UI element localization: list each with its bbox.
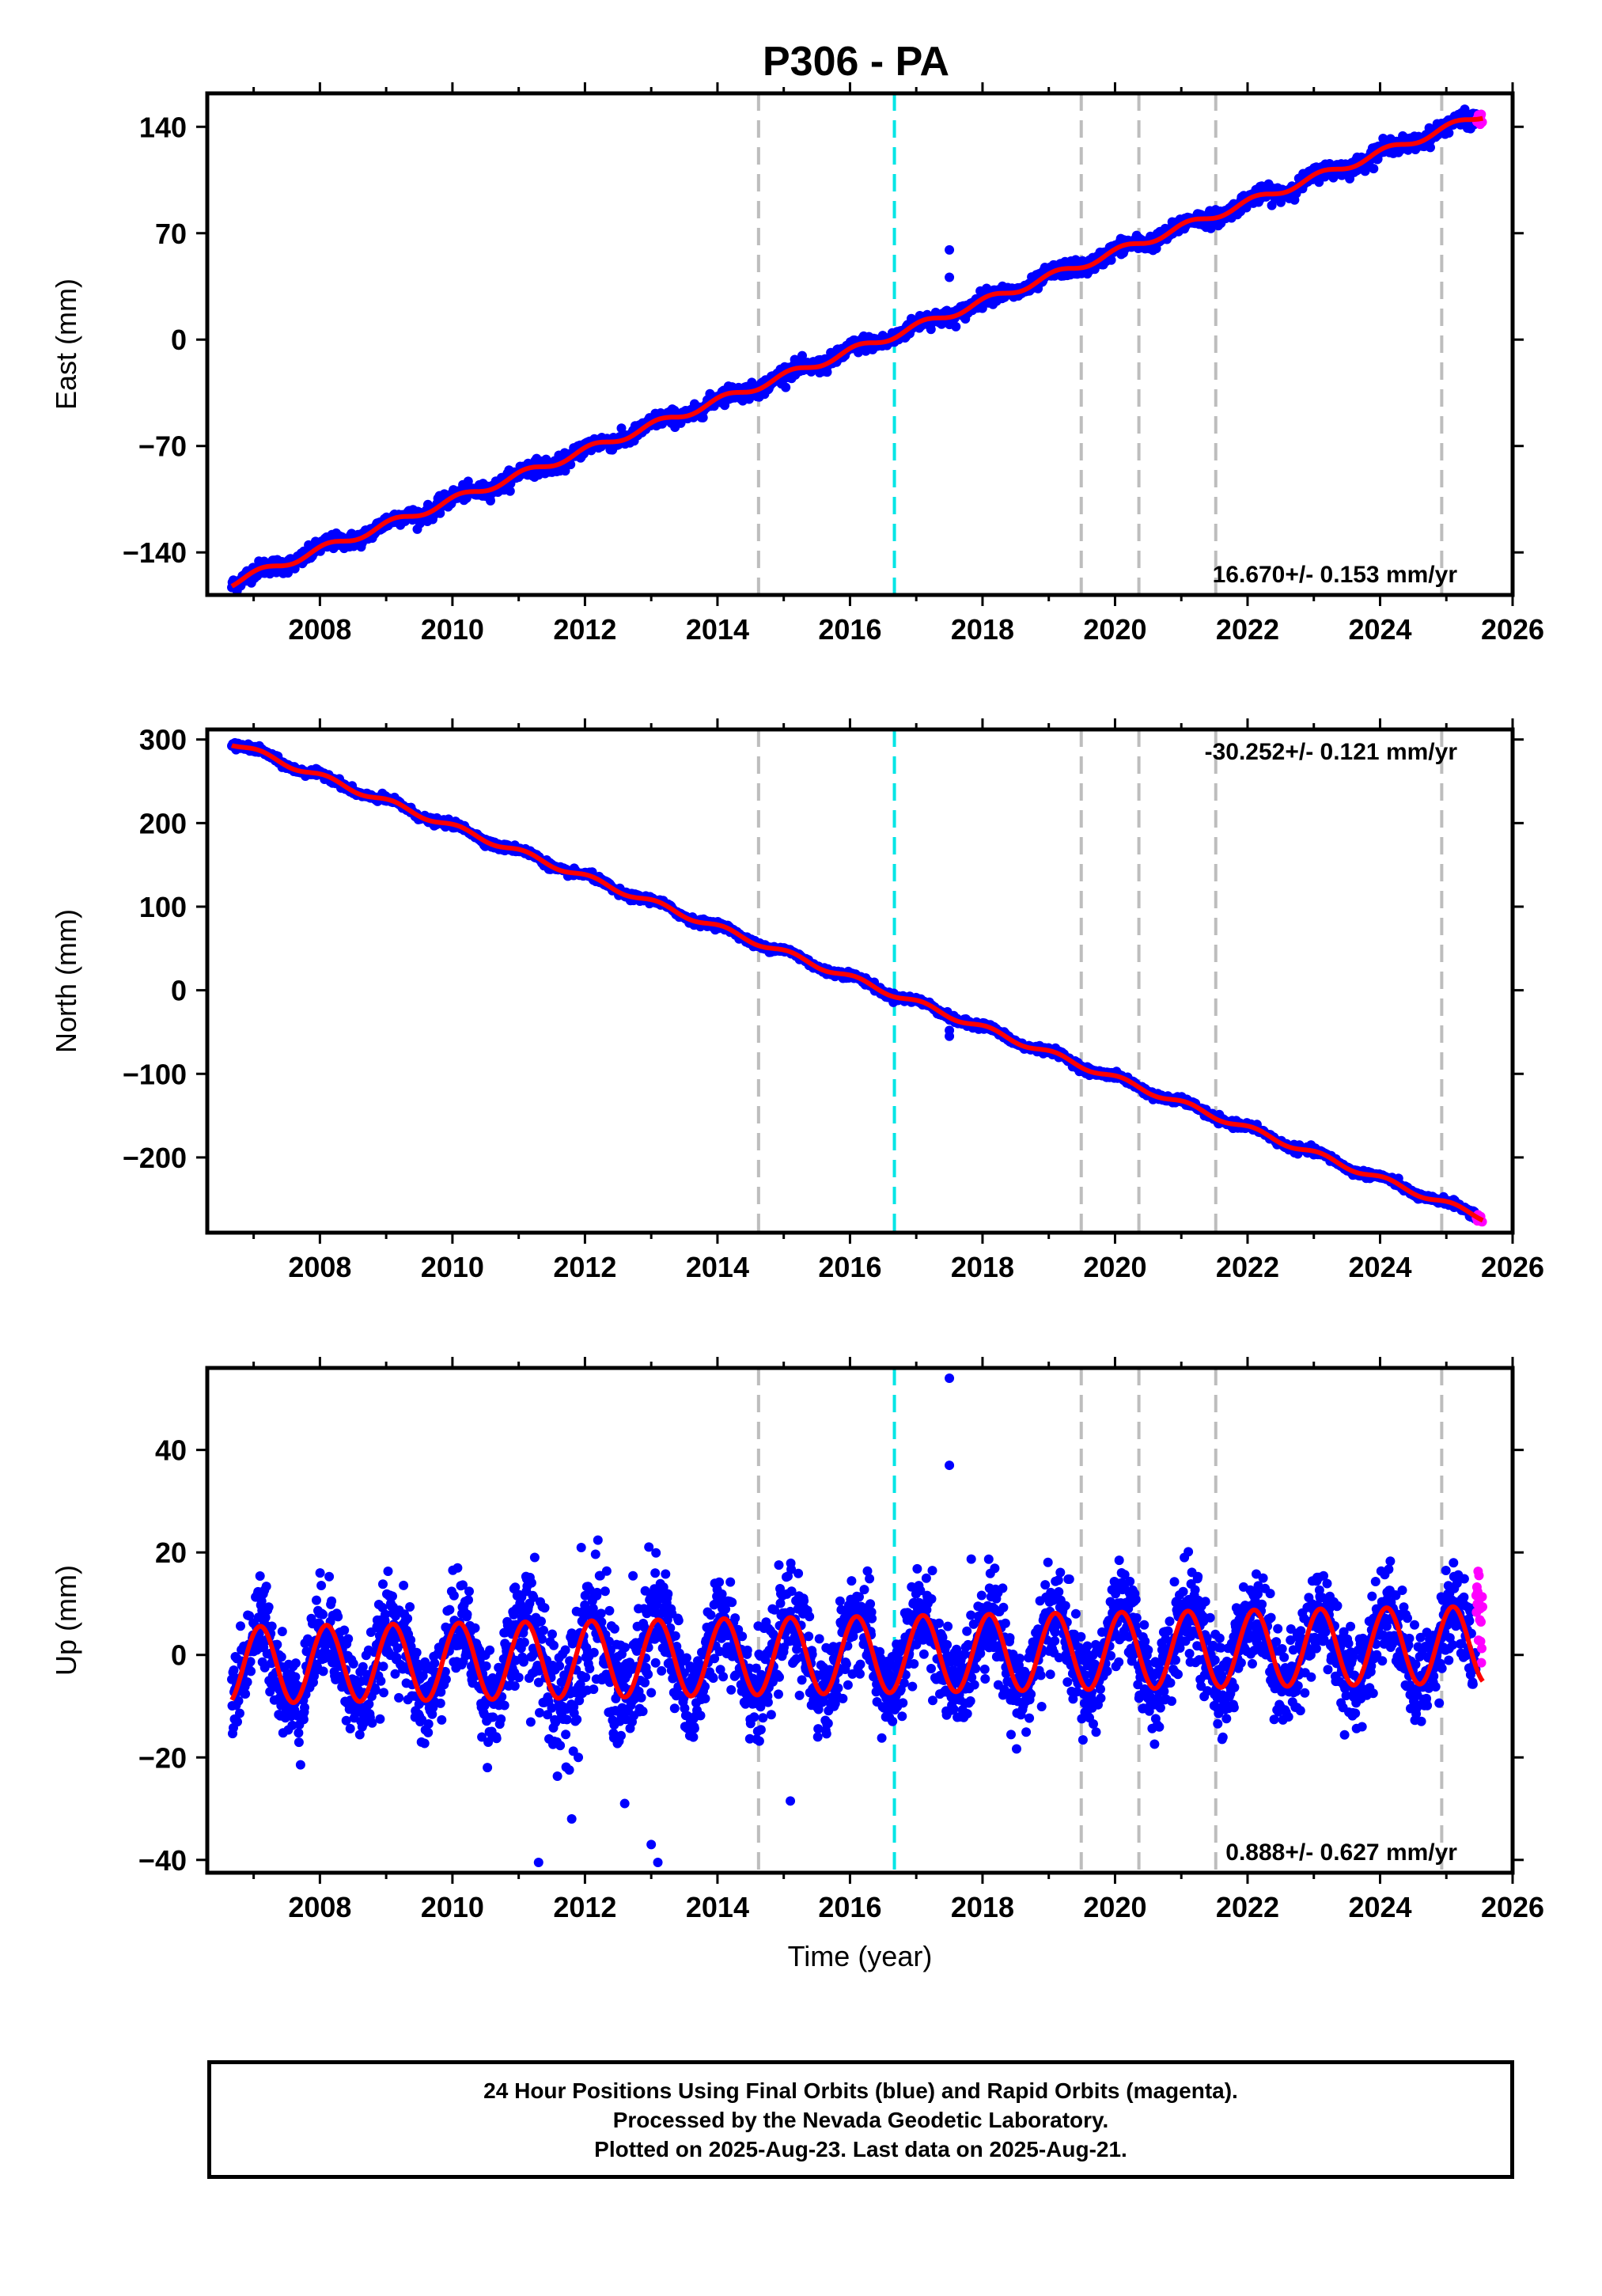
outlier-point: [945, 272, 955, 282]
data-point: [263, 1602, 274, 1612]
x-tick-label: 2022: [1216, 613, 1279, 646]
data-point: [255, 1571, 265, 1581]
data-point: [797, 350, 807, 361]
plot-area-up: [227, 1368, 1487, 1873]
data-point: [505, 486, 515, 496]
data-point: [235, 1708, 244, 1718]
plot-area-north: [227, 729, 1487, 1233]
x-tick-label: 2014: [686, 613, 749, 646]
x-tick-label: 2018: [951, 1251, 1014, 1283]
x-tick-label: 2020: [1083, 1251, 1146, 1283]
x-tick-label: 2020: [1083, 613, 1146, 646]
y-axis-label: North (mm): [50, 909, 82, 1053]
panel-frame: [205, 91, 1515, 597]
data-point: [261, 1582, 271, 1592]
y-tick-label: 140: [139, 111, 187, 143]
data-point: [951, 321, 961, 332]
data-point: [1444, 128, 1454, 138]
y-tick-label: 300: [139, 724, 187, 756]
data-point: [242, 1677, 252, 1687]
x-tick-label: 2022: [1216, 1251, 1279, 1283]
outlier-point: [945, 1025, 955, 1036]
data-point: [1106, 255, 1116, 265]
panel-up: 2008 2010 2012 2014 2016 2018 2020 2022 2024 2026…: [50, 1357, 1544, 1972]
outlier-point: [945, 244, 955, 255]
x-tick-label: 2016: [818, 1251, 881, 1283]
data-point: [486, 495, 495, 506]
y-tick-label: 0: [171, 324, 187, 356]
x-tick-label: 2010: [421, 1251, 484, 1283]
data-point: [236, 1621, 245, 1631]
x-tick-label: 2008: [288, 1251, 351, 1283]
data-point: [240, 1689, 251, 1699]
x-tick-label: 2012: [553, 1251, 616, 1283]
chart-title: P306 - PA: [763, 39, 949, 85]
panel-east: 2008 2010 2012 2014 2016 2018 2020 2022 2024 2026…: [50, 82, 1544, 646]
y-tick-label: 200: [139, 807, 187, 839]
y-tick-label: 0: [171, 975, 187, 1007]
x-tick-label: 2010: [421, 613, 484, 646]
x-tick-label: 2018: [951, 613, 1014, 646]
x-tick-label: 2012: [553, 613, 616, 646]
y-tick-label: −100: [123, 1058, 187, 1090]
plot-area-east: [227, 93, 1487, 595]
data-point: [781, 382, 791, 392]
rate-label: 16.670+/- 0.153 mm/yr: [1213, 562, 1458, 588]
panel-north: 2008 2010 2012 2014 2016 2018 2020 2022 2024 2026…: [50, 718, 1544, 1283]
x-tick-label: 2026: [1481, 613, 1544, 646]
rate-label: -30.252+/- 0.121 mm/yr: [1205, 739, 1458, 765]
y-tick-label: 70: [155, 218, 187, 250]
model-curve: [230, 116, 1484, 589]
y-tick-label: −200: [123, 1142, 187, 1174]
x-tick-label: 2024: [1348, 613, 1411, 646]
y-tick-label: −70: [138, 430, 187, 463]
x-tick-label: 2008: [288, 613, 351, 646]
data-point: [233, 1717, 242, 1727]
x-tick-label: 2016: [818, 613, 881, 646]
x-tick-label: 2026: [1481, 1251, 1544, 1283]
data-point: [566, 460, 576, 470]
data-point: [1426, 142, 1435, 153]
panels: 2008 2010 2012 2014 2016 2018 2020 2022 2024 2026…: [50, 82, 1544, 1972]
data-point: [246, 1666, 256, 1677]
x-tick-label: 2024: [1348, 1251, 1411, 1283]
y-tick-label: −140: [123, 536, 187, 569]
y-tick-label: 100: [139, 891, 187, 923]
data-point: [1369, 164, 1379, 174]
data-point: [229, 1665, 239, 1675]
y-axis-label: East (mm): [50, 278, 82, 410]
x-tick-label: 2014: [686, 1251, 749, 1283]
